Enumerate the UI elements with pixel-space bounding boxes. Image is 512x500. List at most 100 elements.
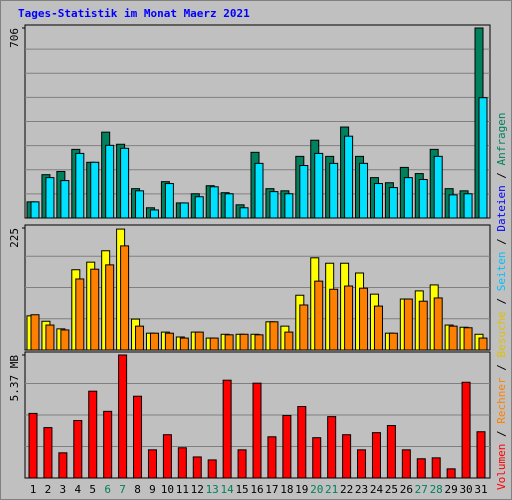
bar [224, 193, 234, 219]
legend-entry: Dateien [495, 185, 508, 231]
bar [224, 334, 234, 351]
bar [418, 300, 428, 351]
bar [284, 331, 294, 351]
bar [58, 452, 68, 479]
y-tick-label: 225 [8, 228, 21, 248]
bar [30, 201, 40, 219]
x-tick-label: 16 [250, 483, 263, 496]
x-tick-label: 3 [60, 483, 67, 496]
bar [476, 431, 486, 479]
bar [371, 432, 381, 479]
bar [60, 329, 70, 351]
bar [120, 245, 130, 351]
x-tick-label: 18 [280, 483, 293, 496]
bar [359, 162, 369, 219]
x-tick-label: 31 [474, 483, 487, 496]
bar [118, 354, 128, 479]
x-tick-label: 8 [134, 483, 141, 496]
bar [433, 297, 443, 351]
bar [448, 194, 458, 219]
bar [314, 280, 324, 351]
bar [329, 162, 339, 219]
bar [314, 152, 324, 219]
bar [194, 331, 204, 351]
bar [192, 456, 202, 479]
bar [239, 333, 249, 351]
x-tick-label: 13 [206, 483, 219, 496]
bar [105, 144, 115, 219]
bar [73, 420, 83, 479]
bar [254, 334, 264, 351]
bar [416, 458, 426, 479]
bar [254, 162, 264, 219]
y-tick-label: 706 [8, 28, 21, 48]
bar [327, 416, 337, 479]
x-tick-label: 29 [445, 483, 458, 496]
bar [299, 165, 309, 219]
x-tick-label: 6 [104, 483, 111, 496]
legend-separator: / [495, 424, 508, 444]
bar [120, 147, 130, 219]
bar [403, 298, 413, 351]
bar [463, 327, 473, 351]
bar [149, 209, 159, 219]
bar [133, 395, 143, 479]
x-tick-label: 24 [370, 483, 384, 496]
bar [388, 187, 398, 219]
x-tick-label: 30 [459, 483, 472, 496]
x-tick-label: 23 [355, 483, 368, 496]
bar [357, 449, 367, 479]
bar [177, 447, 187, 479]
bar [237, 449, 247, 479]
y-tick-label: 5.37 MB [8, 355, 21, 402]
x-tick-label: 7 [119, 483, 126, 496]
bar [105, 264, 115, 351]
bar [478, 337, 488, 351]
bar [373, 305, 383, 351]
x-tick-label: 12 [191, 483, 204, 496]
bar [75, 278, 85, 351]
bar [269, 191, 279, 219]
legend: Volumen / Rechner / Besuche / Seiten / D… [495, 112, 508, 490]
bar [312, 437, 322, 479]
bar [478, 97, 488, 219]
bar [28, 412, 38, 479]
x-tick-label: 9 [149, 483, 156, 496]
bar [431, 457, 441, 479]
x-tick-label: 10 [161, 483, 174, 496]
bar [43, 427, 53, 479]
x-tick-label: 2 [45, 483, 52, 496]
x-tick-label: 5 [89, 483, 96, 496]
legend-separator: / [495, 232, 508, 252]
bar [388, 332, 398, 351]
bar [135, 190, 145, 219]
bar [299, 304, 309, 351]
bar [373, 183, 383, 219]
bar [90, 268, 100, 351]
bar [164, 183, 174, 219]
legend-entry: Seiten [495, 252, 508, 292]
x-tick-label: 20 [310, 483, 323, 496]
bar [359, 287, 369, 351]
bar [179, 337, 189, 351]
bar [135, 325, 145, 351]
bar [147, 449, 157, 479]
bar [209, 186, 219, 219]
x-tick-label: 25 [385, 483, 398, 496]
legend-entry: Rechner [495, 377, 508, 424]
legend-entry: Volumen [495, 444, 508, 490]
bar [179, 202, 189, 219]
legend-separator: / [495, 358, 508, 378]
bar [463, 193, 473, 219]
bar [60, 180, 70, 219]
bar [45, 177, 55, 219]
bar [149, 332, 159, 351]
bar [88, 390, 98, 479]
bar [207, 459, 217, 479]
bar [90, 161, 100, 219]
legend-entry: Anfragen [495, 112, 508, 165]
x-tick-label: 17 [265, 483, 278, 496]
legend-entry: Besuche [495, 311, 508, 357]
x-tick-label: 27 [415, 483, 428, 496]
